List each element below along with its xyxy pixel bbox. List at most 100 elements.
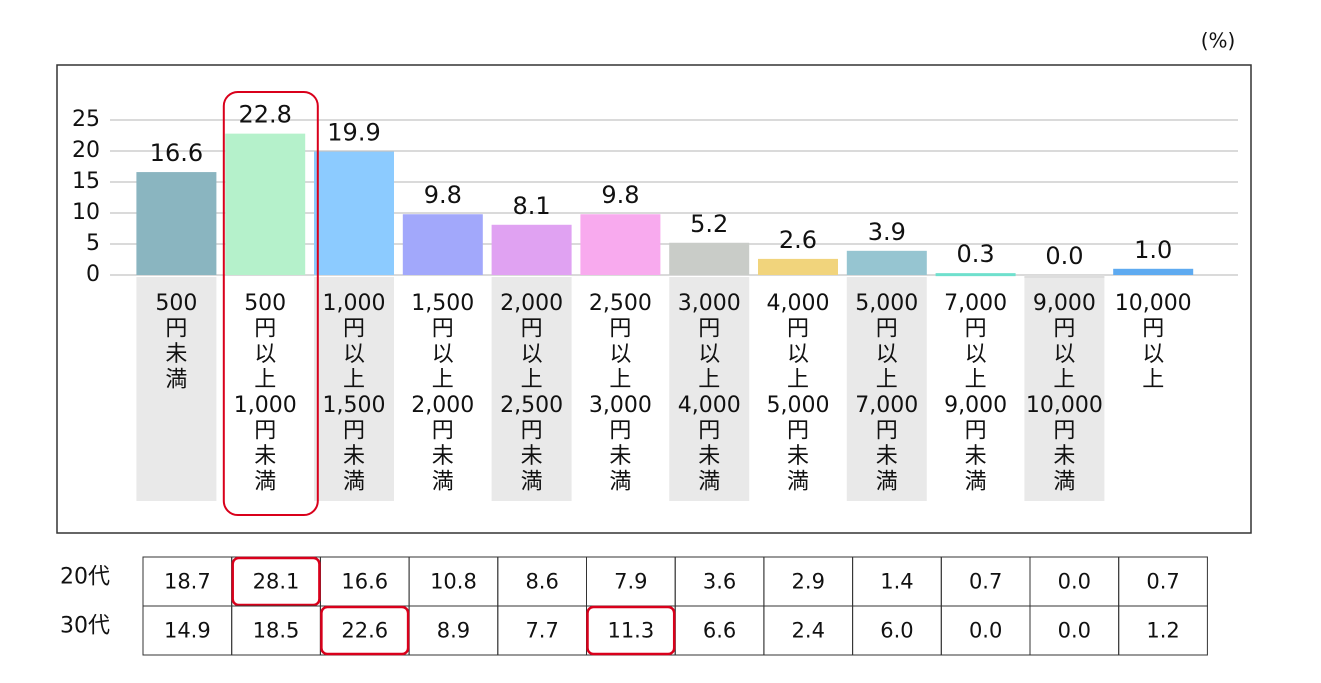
x-tick-label: 以	[432, 342, 454, 367]
value-label: 9.8	[424, 181, 462, 209]
bar	[402, 214, 483, 275]
x-tick-label: 1,500	[323, 393, 386, 418]
x-tick-label: 未	[698, 444, 720, 469]
x-tick-label: 満	[609, 470, 631, 495]
cell-value: 6.6	[703, 619, 736, 643]
x-tick-label: 以	[698, 342, 720, 367]
cell-value: 14.9	[164, 619, 211, 643]
value-label: 19.9	[327, 119, 380, 147]
cell-value: 0.0	[1058, 570, 1091, 594]
y-tick-label: 15	[72, 169, 100, 194]
x-tick-label: 満	[876, 470, 898, 495]
x-tick-label: 未	[432, 444, 454, 469]
cell-value: 1.2	[1146, 619, 1179, 643]
x-tick-label: 以	[521, 342, 543, 367]
x-tick-label: 円	[1142, 317, 1164, 342]
x-tick-label: 満	[432, 470, 454, 495]
x-tick-label: 未	[965, 444, 987, 469]
x-tick-label: 以	[254, 342, 276, 367]
x-tick-label: 4,000	[678, 393, 741, 418]
x-tick-label: 上	[1142, 368, 1164, 393]
cell-value: 6.0	[880, 619, 913, 643]
x-tick-label: 満	[1053, 470, 1075, 495]
bar	[846, 250, 927, 275]
bar	[1024, 275, 1105, 278]
bar	[1113, 268, 1194, 275]
x-tick-label: 円	[965, 317, 987, 342]
x-tick-label: 円	[254, 317, 276, 342]
cell-value: 16.6	[341, 570, 388, 594]
x-tick-label: 円	[876, 419, 898, 444]
x-tick-label: 9,000	[1033, 291, 1096, 316]
x-tick-label: 1,000	[234, 393, 297, 418]
x-tick-label: 未	[165, 342, 187, 367]
x-tick-label: 未	[609, 444, 631, 469]
cell-highlight	[320, 605, 410, 656]
x-tick-label: 満	[521, 470, 543, 495]
x-tick-label: 2,500	[500, 393, 563, 418]
value-label: 16.6	[150, 139, 203, 167]
x-tick-label: 4,000	[767, 291, 830, 316]
x-tick-label: 上	[698, 368, 720, 393]
x-tick-label: 円	[1053, 419, 1075, 444]
x-tick-label: 未	[787, 444, 809, 469]
bar	[314, 151, 394, 275]
x-tick-label: 未	[521, 444, 543, 469]
x-tick-label: 5,000	[767, 393, 830, 418]
x-tick-label: 円	[521, 317, 543, 342]
x-tick-label: 円	[343, 317, 365, 342]
bar	[935, 273, 1016, 277]
x-tick-label: 未	[254, 444, 276, 469]
x-tick-label: 上	[609, 368, 631, 393]
bar	[491, 224, 572, 275]
category-band	[846, 277, 927, 501]
table-cell	[1118, 605, 1208, 656]
cell-value: 0.7	[969, 570, 1002, 594]
x-tick-label: 10,000	[1026, 393, 1103, 418]
bar	[580, 214, 661, 275]
category-band	[314, 277, 394, 501]
x-tick-label: 満	[343, 470, 365, 495]
x-tick-label: 円	[965, 419, 987, 444]
cell-value: 22.6	[341, 619, 388, 643]
x-tick-label: 満	[254, 470, 276, 495]
bar	[758, 258, 838, 275]
value-label: 22.8	[238, 101, 291, 129]
x-tick-label: 9,000	[944, 393, 1007, 418]
cell-value: 11.3	[607, 619, 654, 643]
y-tick-label: 10	[72, 200, 100, 225]
x-tick-label: 上	[787, 368, 809, 393]
value-label: 0.0	[1045, 242, 1083, 270]
x-tick-label: 500	[244, 291, 286, 316]
y-tick-label: 25	[72, 107, 100, 132]
x-tick-label: 以	[787, 342, 809, 367]
cell-value: 28.1	[253, 570, 300, 594]
cell-value: 18.7	[164, 570, 211, 594]
row-label: 30代	[60, 614, 110, 639]
x-tick-label: 未	[343, 444, 365, 469]
x-tick-label: 1,000	[323, 291, 386, 316]
x-tick-label: 円	[343, 419, 365, 444]
value-label: 8.1	[513, 192, 551, 220]
cell-value: 0.0	[1058, 619, 1091, 643]
cell-value: 2.4	[792, 619, 825, 643]
x-tick-label: 円	[787, 419, 809, 444]
bar	[225, 133, 306, 275]
x-tick-label: 上	[965, 368, 987, 393]
cell-value: 10.8	[430, 570, 477, 594]
x-tick-label: 円	[609, 419, 631, 444]
x-tick-label: 以	[1142, 342, 1164, 367]
x-tick-label: 円	[787, 317, 809, 342]
value-label: 5.2	[690, 210, 728, 238]
value-label: 1.0	[1134, 236, 1172, 264]
x-tick-label: 以	[343, 342, 365, 367]
cell-value: 7.9	[614, 570, 647, 594]
x-tick-label: 円	[254, 419, 276, 444]
x-tick-label: 円	[876, 317, 898, 342]
x-tick-label: 円	[521, 419, 543, 444]
cell-highlight	[231, 556, 321, 607]
x-tick-label: 以	[1053, 342, 1075, 367]
x-tick-label: 2,000	[500, 291, 563, 316]
value-label: 0.3	[957, 240, 995, 268]
